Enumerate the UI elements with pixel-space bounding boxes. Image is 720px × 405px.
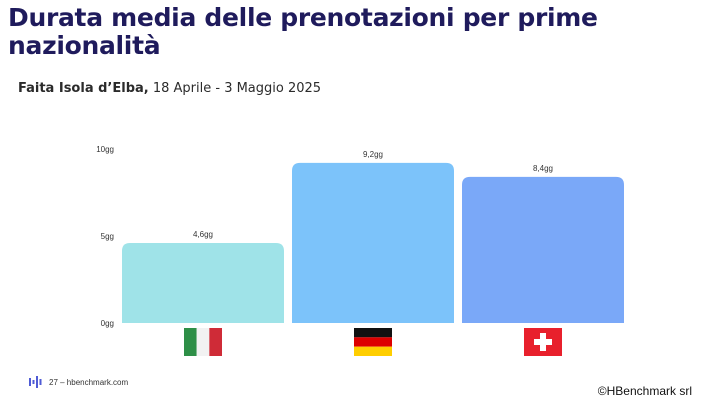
footer-page-info: 27 – hbenchmark.com xyxy=(29,376,128,388)
data-label: 8,4gg xyxy=(533,164,553,173)
y-tick-label: 10gg xyxy=(96,145,114,154)
flag-stripe xyxy=(354,328,392,338)
data-label: 9,2gg xyxy=(363,150,383,159)
footer-page-text: 27 – hbenchmark.com xyxy=(49,377,129,387)
page-title: Durata media delle prenotazioni per prim… xyxy=(8,3,598,60)
bar xyxy=(462,176,624,323)
italy-flag-icon xyxy=(184,328,222,356)
subtitle-date-range: 18 Aprile - 3 Maggio 2025 xyxy=(148,81,322,96)
flag-stripe xyxy=(209,328,222,356)
footer-copyright: ©HBenchmark srl xyxy=(597,384,692,398)
hbenchmark-logo-icon xyxy=(29,376,42,388)
flag-stripe xyxy=(354,337,392,347)
data-label: 4,6gg xyxy=(193,230,213,239)
flag-cross xyxy=(540,333,546,351)
flag-stripe xyxy=(196,328,210,356)
bar xyxy=(292,162,454,323)
flag-stripe xyxy=(184,328,197,356)
germany-flag-icon xyxy=(354,328,392,356)
switzerland-flag-icon xyxy=(524,328,562,356)
flag-stripe xyxy=(354,346,392,356)
bar-chart: 0gg 5gg 10gg 4,6gg 9,2gg 8,4gg xyxy=(96,145,624,356)
subtitle-location: Faita Isola d’Elba, xyxy=(18,81,149,96)
y-tick-label: 0gg xyxy=(101,319,114,328)
y-tick-label: 5gg xyxy=(101,232,114,241)
chart-subtitle: Faita Isola d’Elba, 18 Aprile - 3 Maggio… xyxy=(18,81,321,96)
bar xyxy=(122,242,284,323)
